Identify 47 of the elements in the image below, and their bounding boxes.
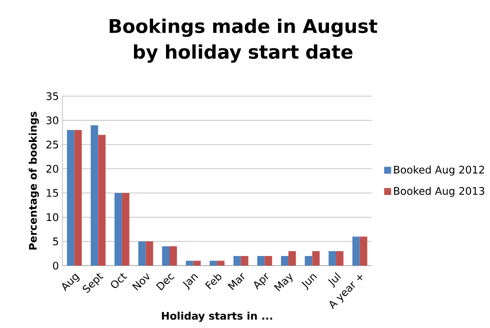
bar [74,130,82,266]
x-tick-label: Aug [62,274,80,292]
y-axis-title: Percentage of bookings [28,112,39,250]
chart-title: Bookings made in August by holiday start date [110,18,378,63]
x-tick-label: Oct [111,273,128,288]
x-tick-label: Jan [182,274,198,290]
bar [288,251,296,266]
legend-label: Booked Aug 2013 [394,186,484,197]
bar [312,251,320,266]
bar [240,256,248,266]
bar [138,241,146,266]
bar [336,251,344,266]
y-tick-label: 15 [46,189,58,197]
bar [233,256,241,266]
y-tick-label: 20 [46,164,58,173]
y-tick-label: 25 [46,140,58,148]
x-tick-label: Dec [156,273,174,290]
bar [352,236,360,266]
x-tick-label: Mar [228,272,245,290]
legend-label: Booked Aug 2012 [394,166,484,176]
bar [170,246,177,266]
x-axis-title: Holiday starts in ... [162,312,272,322]
x-tick-label: Nov [132,273,150,291]
bar [281,256,288,266]
bar [360,236,368,266]
bar [264,256,272,266]
y-tick-label: 35 [46,92,58,100]
x-tick-label: Jun [301,274,317,290]
bar [66,130,74,266]
bar [328,251,336,266]
y-tick-label: 5 [53,238,58,246]
bar [217,260,225,266]
y-tick-label: 0 [53,262,58,270]
bar [186,260,194,266]
bar [90,125,98,266]
y-tick-label: 30 [46,116,58,124]
bar [98,134,106,266]
bar [122,192,130,266]
x-tick-label: Apr [254,272,268,290]
bar [146,241,154,266]
x-tick-label: Feb [205,274,222,290]
bar [114,192,122,266]
bar [162,246,170,266]
bar [304,256,312,266]
y-tick-label: 10 [46,213,58,222]
bar [210,260,218,266]
bar [257,256,265,266]
